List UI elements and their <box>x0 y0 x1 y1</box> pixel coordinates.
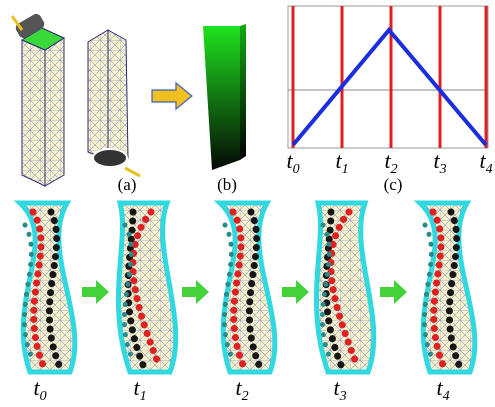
time-plot <box>288 6 488 148</box>
mesh-shape <box>118 203 175 372</box>
time-label: t2 <box>235 375 248 404</box>
arrow <box>82 280 109 304</box>
mesh-shape <box>316 203 373 372</box>
time-label-sub: 4 <box>443 389 450 404</box>
panel-label: (a) <box>118 175 137 194</box>
time-label: t4 <box>479 148 492 177</box>
mesh-shape <box>20 203 75 372</box>
time-label-sub: 4 <box>486 162 493 177</box>
tower-left <box>12 12 64 186</box>
arrow <box>152 83 192 109</box>
time-label-sub: 0 <box>40 389 47 404</box>
time-label-sub: 3 <box>439 162 447 177</box>
panel-label: (b) <box>217 175 237 194</box>
time-label: t4 <box>436 375 449 404</box>
time-label: t3 <box>333 375 346 404</box>
time-label: t3 <box>433 148 446 177</box>
time-label-sub: 0 <box>293 162 300 177</box>
time-label: t0 <box>286 148 299 177</box>
time-label-sub: 1 <box>342 162 349 177</box>
tower-right <box>88 30 140 176</box>
time-label-sub: 2 <box>242 389 249 404</box>
time-label: t1 <box>133 375 146 404</box>
time-label: t0 <box>33 375 46 404</box>
time-label: t1 <box>335 148 348 177</box>
mesh-shape <box>420 203 475 372</box>
time-label: t2 <box>384 148 397 177</box>
figure: (a) (b) t0 t1 t2 t3 t4 (c) t0 t1 t2 t3 t4 <box>0 0 495 407</box>
arrow <box>182 280 209 304</box>
panel-label: (c) <box>384 175 403 194</box>
time-label-sub: 3 <box>339 389 347 404</box>
time-label-sub: 1 <box>140 389 147 404</box>
mesh-shape <box>220 203 275 372</box>
gradient-bar <box>203 24 246 170</box>
arrow <box>282 280 309 304</box>
arrow <box>380 280 407 304</box>
